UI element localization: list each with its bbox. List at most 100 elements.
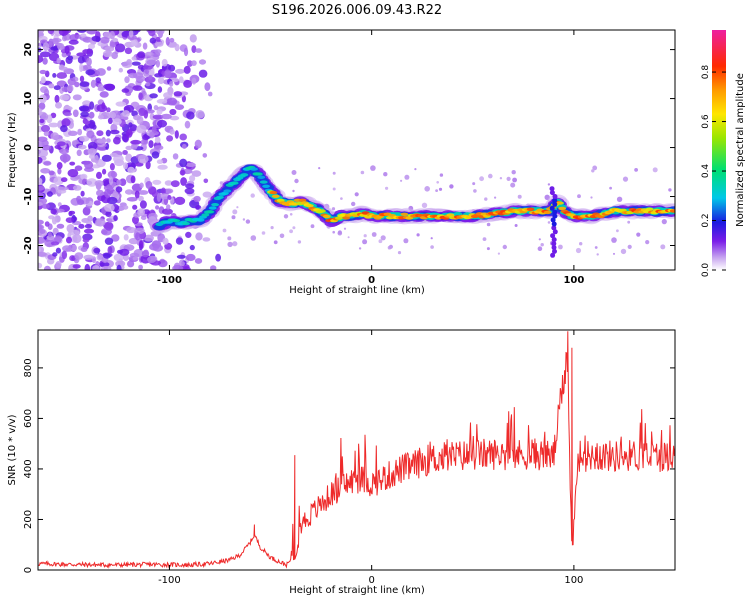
heatmap-noise-cell <box>183 65 191 74</box>
heatmap-noise-cell <box>164 188 174 194</box>
heatmap-noise-cell <box>99 261 110 267</box>
heatmap-vertical-feature-cell <box>552 248 557 254</box>
heatmap-speckle-cell <box>362 239 368 245</box>
heatmap-speckle-cell <box>620 248 627 255</box>
heatmap-noise-cell <box>104 189 112 198</box>
heatmap-noise-cell <box>210 265 217 270</box>
heatmap-noise-cell <box>86 30 97 35</box>
heatmap-noise-cell <box>161 58 168 67</box>
heatmap-ridge-cell <box>216 195 224 199</box>
heatmap-noise-cell <box>87 148 97 156</box>
heatmap-noise-cell <box>191 170 202 177</box>
heatmap-noise-cell <box>134 227 145 234</box>
heatmap-noise-cell <box>102 50 113 58</box>
heatmap-noise-cell <box>106 66 112 71</box>
snr-y-tick-label: 800 <box>23 358 34 377</box>
heatmap-noise-cell <box>140 215 147 220</box>
heatmap-speckle-cell <box>449 184 454 189</box>
heatmap-noise-cell <box>38 219 44 225</box>
heatmap-noise-cell <box>195 110 205 119</box>
heatmap-speckle-cell <box>283 214 289 219</box>
heatmap-noise-cell <box>168 64 176 72</box>
heatmap-speckle-cell <box>347 236 350 239</box>
heatmap-noise-cell <box>118 67 124 73</box>
heatmap-noise-cell <box>100 266 112 270</box>
colorbar-tick-label: 0.0 <box>701 263 711 278</box>
heatmap-noise-cell <box>82 100 92 107</box>
heatmap-vertical-feature-cell <box>552 213 558 219</box>
heatmap-noise-cell <box>169 115 180 121</box>
heatmap-noise-cell <box>157 76 165 85</box>
heatmap-ridge-cell <box>269 190 278 195</box>
heatmap-noise-cell <box>137 154 149 164</box>
heatmap-noise-cell <box>189 34 197 43</box>
heatmap-noise-cell <box>38 108 43 113</box>
heatmap-noise-cell <box>80 190 85 197</box>
heatmap-ridge-cell <box>262 184 270 188</box>
heatmap-noise-cell <box>72 94 82 101</box>
heatmap-noise-cell <box>105 129 111 137</box>
heatmap-noise-cell <box>56 72 68 79</box>
heatmap-noise-cell <box>116 179 122 186</box>
heatmap-noise-cell <box>86 130 95 139</box>
heatmap-speckle-cell <box>291 170 297 175</box>
heatmap-noise-cell <box>57 43 65 50</box>
heatmap-speckle-cell <box>289 213 293 216</box>
heatmap-noise-cell <box>169 108 177 116</box>
heatmap-noise-cell <box>80 173 88 180</box>
heatmap-speckle-cell <box>473 189 477 193</box>
heatmap-noise-cell <box>145 82 151 87</box>
heatmap-speckle-cell <box>273 240 278 245</box>
heatmap-speckle-cell <box>514 224 518 227</box>
heatmap-noise-cell <box>179 133 187 141</box>
heatmap-noise-cell <box>185 183 195 189</box>
heatmap-speckle-cell <box>634 168 638 172</box>
heatmap-ridge-cell <box>305 204 314 208</box>
spectrogram-x-ticks: -100 0 100 <box>157 30 584 286</box>
heatmap-noise-cell <box>93 247 101 254</box>
heatmap-noise-cell <box>138 240 144 249</box>
heatmap-speckle-cell <box>537 246 543 251</box>
heatmap-noise-cell <box>38 102 46 110</box>
heatmap-noise-cell <box>48 122 59 128</box>
heatmap-noise-cell <box>156 108 163 115</box>
heatmap-noise-cell <box>78 144 87 150</box>
heatmap-noise-cell <box>134 190 140 199</box>
heatmap-speckle-cell <box>351 201 356 207</box>
snr-plot-area <box>38 330 675 570</box>
heatmap-noise-cell <box>113 215 118 222</box>
heatmap-noise-cell <box>130 139 142 145</box>
heatmap-speckle-cell <box>645 240 650 245</box>
heatmap-noise-cell <box>103 253 111 259</box>
spectrogram-x-tick-label: 100 <box>563 275 584 286</box>
heatmap-speckle-cell <box>540 243 544 247</box>
heatmap-noise-cell <box>185 162 196 167</box>
heatmap-noise-cell <box>152 244 164 252</box>
heatmap-noise-cell <box>133 30 141 33</box>
heatmap-speckle-cell <box>538 238 541 241</box>
heatmap-noise-cell <box>145 160 151 170</box>
heatmap-noise-cell <box>131 143 138 150</box>
heatmap-noise-cell <box>157 86 163 93</box>
heatmap-noise-cell <box>173 91 183 97</box>
heatmap-ridge-cell <box>172 219 181 223</box>
heatmap-noise-cell <box>139 200 147 209</box>
heatmap-noise-cell <box>164 180 173 186</box>
heatmap-noise-cell <box>44 265 51 270</box>
heatmap-speckle-cell <box>380 235 386 241</box>
snr-y-tick-label: 0 <box>23 567 34 573</box>
heatmap-noise-cell <box>152 179 162 185</box>
figure-title: S196.2026.006.09.43.R22 <box>272 3 442 18</box>
heatmap-speckle-cell <box>592 165 598 171</box>
heatmap-noise-cell <box>155 205 160 210</box>
spectrogram-x-tick-label: -100 <box>157 275 182 286</box>
heatmap-noise-cell <box>186 111 195 120</box>
heatmap-noise-cell <box>93 200 101 206</box>
heatmap-noise-cell <box>101 229 108 235</box>
heatmap-noise-cell <box>169 37 175 43</box>
heatmap-speckle-cell <box>261 231 266 235</box>
heatmap-speckle-cell <box>660 244 666 250</box>
heatmap-noise-cell <box>50 46 59 51</box>
heatmap-noise-cell <box>203 178 209 184</box>
